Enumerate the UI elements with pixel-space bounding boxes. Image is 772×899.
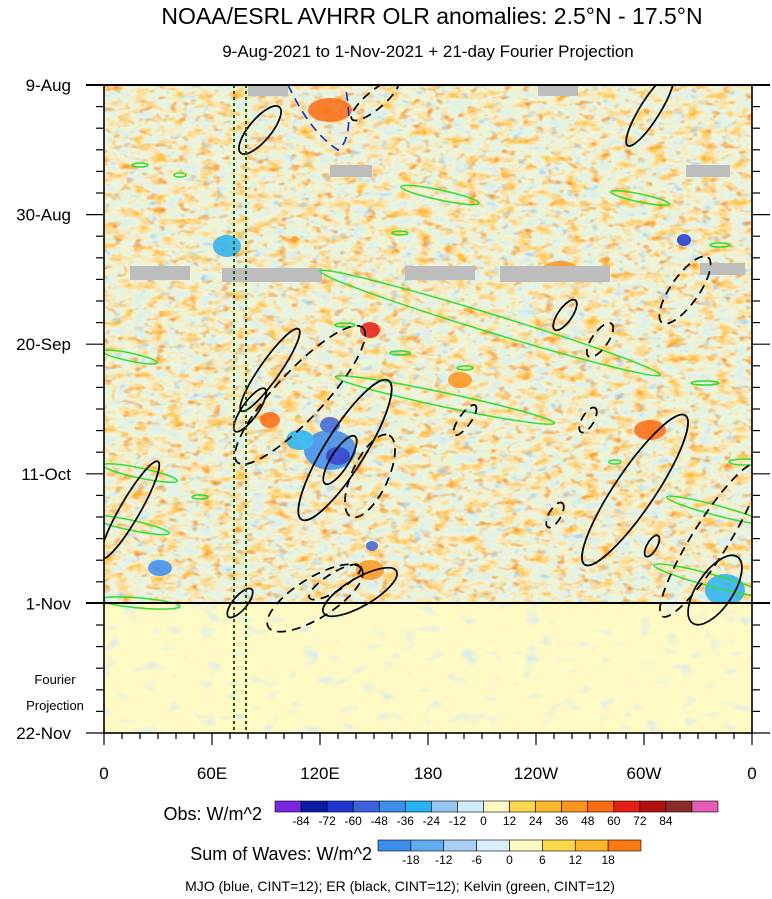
colorbar-swatch xyxy=(574,839,609,852)
colorbar-label: -72 xyxy=(318,814,336,828)
missing-data xyxy=(130,86,745,282)
colorbar-label: 0 xyxy=(506,853,513,867)
colorbar-label: 12 xyxy=(569,853,583,867)
reference-lines xyxy=(233,85,247,733)
y-tick-label: 30-Aug xyxy=(16,206,71,225)
colorbar-label: 36 xyxy=(555,814,569,828)
colorbar-swatch xyxy=(561,800,589,813)
projection-label-2: Projection xyxy=(26,698,84,713)
waves-colorbar-label: Sum of Waves: W/m^2 xyxy=(190,844,372,864)
chart-title: NOAA/ESRL AVHRR OLR anomalies: 2.5°N - 1… xyxy=(161,3,702,29)
obs-colorbar-label: Obs: W/m^2 xyxy=(164,804,262,824)
colorbar-label: 84 xyxy=(659,814,673,828)
colorbar-swatch xyxy=(607,839,642,852)
x-axis: 0 60E 120E 180 120W 60W 0 xyxy=(99,733,757,783)
colorbar-label: -60 xyxy=(345,814,363,828)
x-tick-label: 60W xyxy=(627,764,662,783)
colorbar-label: -48 xyxy=(371,814,389,828)
colorbar-swatch xyxy=(691,800,719,813)
colorbar-swatch xyxy=(509,839,543,852)
colorbar-swatch xyxy=(410,839,445,852)
colorbar-swatch xyxy=(639,800,667,813)
colorbar-label: -36 xyxy=(397,814,415,828)
y-tick-label: 11-Oct xyxy=(21,465,71,484)
colorbar-label: 24 xyxy=(529,814,543,828)
waves-colorbar: -18 -12 -6 0 6 12 18 xyxy=(377,839,642,867)
colorbar-swatch xyxy=(457,800,484,813)
er-contours xyxy=(104,85,743,626)
x-tick-label: 0 xyxy=(747,764,756,783)
kelvin-contours xyxy=(104,162,752,610)
projection-field xyxy=(104,603,752,733)
colorbar-label: -24 xyxy=(423,814,441,828)
mjo-contours xyxy=(287,85,350,152)
colorbar-label: 6 xyxy=(539,853,546,867)
y-tick-label: 1-Nov xyxy=(26,594,72,613)
y-tick-label: 20-Sep xyxy=(16,335,71,354)
colorbar-swatch xyxy=(378,800,406,813)
colorbar-swatch xyxy=(509,800,536,813)
colorbar-swatch xyxy=(274,800,302,813)
obs-colorbar: -84 -72 -60 -48 -36 -24 -12 0 12 24 36 48 60 72 84 xyxy=(274,800,719,828)
x-tick-label: 180 xyxy=(414,764,442,783)
colorbar-label: 12 xyxy=(503,814,517,828)
colorbar-swatch xyxy=(443,839,477,852)
strong-positive-patches xyxy=(260,98,666,580)
wave-contours xyxy=(104,85,752,633)
colorbar-label: 60 xyxy=(607,814,621,828)
observed-anomaly-field xyxy=(104,85,752,603)
colorbar-swatch xyxy=(404,800,432,813)
colorbar-swatch xyxy=(352,800,380,813)
colorbar-swatch xyxy=(613,800,641,813)
colorbar-label: 72 xyxy=(633,814,647,828)
colorbar-swatch xyxy=(665,800,693,813)
colorbar-label: 0 xyxy=(480,814,487,828)
y-tick-label: 22-Nov xyxy=(16,724,71,743)
colorbar-swatch xyxy=(300,800,328,813)
colorbar-label: -18 xyxy=(402,853,420,867)
colorbar-label: 48 xyxy=(581,814,595,828)
x-tick-label: 60E xyxy=(197,764,227,783)
colorbar-swatch xyxy=(377,839,412,852)
footer-legend: MJO (blue, CINT=12); ER (black, CINT=12)… xyxy=(185,878,615,894)
er-contours-dashed xyxy=(233,85,752,633)
colorbar-label: -84 xyxy=(292,814,310,828)
x-tick-label: 120E xyxy=(300,764,340,783)
colorbar-swatch xyxy=(587,800,615,813)
colorbar-label: -6 xyxy=(471,853,482,867)
colorbar-swatch xyxy=(326,800,354,813)
chart-subtitle: 9-Aug-2021 to 1-Nov-2021 + 21-day Fourie… xyxy=(222,42,634,61)
colorbar-swatch xyxy=(431,800,458,813)
colorbar-label: 18 xyxy=(601,853,615,867)
projection-label-1: Fourier xyxy=(34,672,76,687)
colorbar-label: -12 xyxy=(449,814,467,828)
colorbar-swatch xyxy=(535,800,562,813)
colorbar-swatch xyxy=(542,839,576,852)
colorbar-label: -12 xyxy=(435,853,453,867)
y-tick-label: 9-Aug xyxy=(26,76,71,95)
colorbar-swatch xyxy=(476,839,510,852)
x-tick-label: 0 xyxy=(99,764,108,783)
colorbar-swatch xyxy=(483,800,510,813)
x-tick-label: 120W xyxy=(514,764,558,783)
y-axis: 9-Aug 30-Aug 20-Sep 11-Oct 1-Nov 22-Nov xyxy=(16,76,770,743)
